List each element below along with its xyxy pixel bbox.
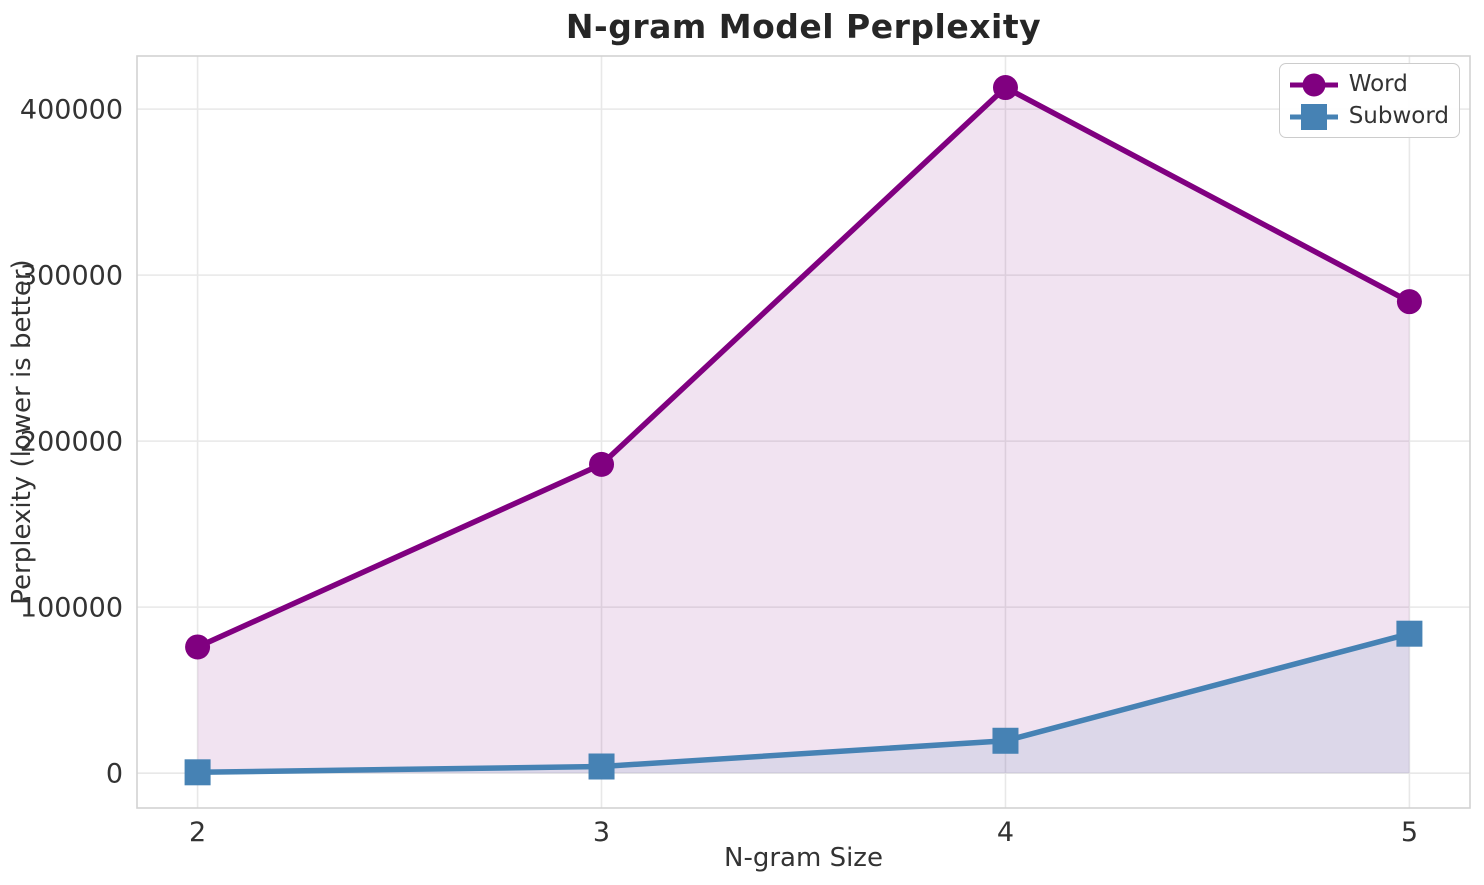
- x-tick-label: 5: [1401, 817, 1418, 848]
- chart-title: N-gram Model Perplexity: [565, 7, 1042, 46]
- x-tick-label: 2: [189, 817, 206, 848]
- word-circle-marker-icon: [1289, 73, 1338, 96]
- subword-line: [197, 631, 1411, 776]
- y-tick-label: 100000: [20, 593, 123, 624]
- subword-marker: [1396, 620, 1423, 647]
- y-axis-label: Perplexity (lower is better): [7, 259, 37, 605]
- y-tick-label: 0: [106, 759, 123, 790]
- legend: Word Subword: [1278, 63, 1460, 138]
- y-tick-label: 200000: [20, 427, 123, 458]
- x-tick-label: 3: [593, 817, 610, 848]
- subword-square-marker-icon: [1289, 103, 1338, 130]
- y-tick-label: 400000: [20, 95, 123, 126]
- y-tick-label: 300000: [20, 261, 123, 292]
- legend-label-subword: Subword: [1348, 103, 1449, 129]
- legend-item-word: Word: [1288, 69, 1449, 100]
- subword-area: [197, 633, 1410, 774]
- word-marker: [589, 451, 615, 477]
- word-marker: [1396, 289, 1422, 315]
- subword-marker: [184, 759, 211, 786]
- legend-handle-marker: [1302, 73, 1326, 96]
- word-line: [196, 84, 1411, 650]
- legend-item-subword: Subword: [1288, 101, 1449, 132]
- plot-border: [136, 55, 1471, 809]
- word-marker: [992, 75, 1018, 101]
- subword-marker: [992, 727, 1019, 754]
- legend-handle-marker: [1300, 103, 1327, 130]
- word-area: [197, 87, 1410, 774]
- subword-marker: [588, 753, 615, 780]
- x-axis-label: N-gram Size: [724, 843, 883, 873]
- x-tick-label: 4: [997, 817, 1014, 848]
- word-marker: [185, 634, 211, 660]
- legend-label-word: Word: [1348, 71, 1408, 97]
